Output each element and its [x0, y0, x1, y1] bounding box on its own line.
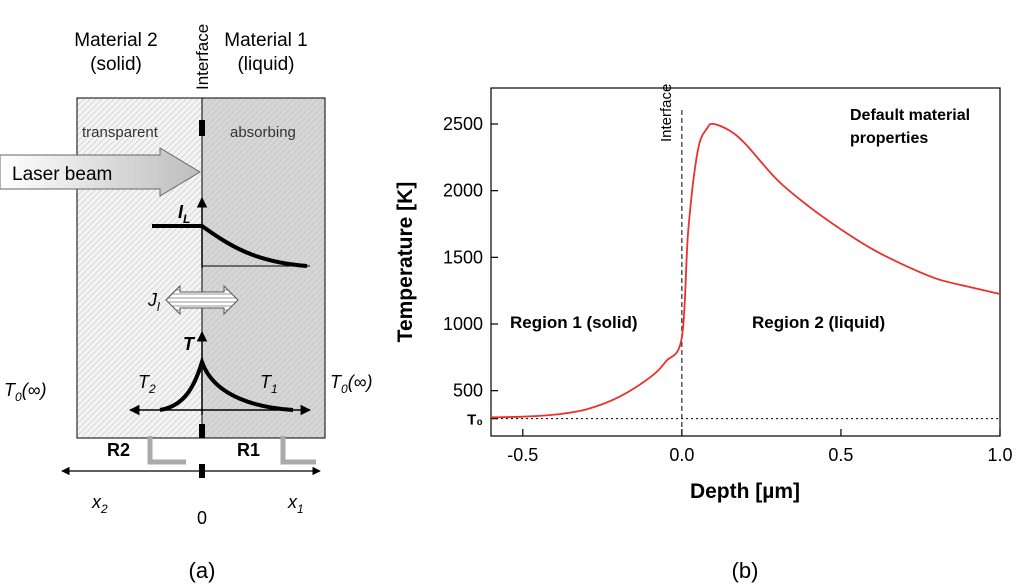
- flux-label: Jl: [147, 290, 160, 314]
- plot-frame: [490, 87, 1001, 437]
- symbol: x: [91, 492, 102, 512]
- symbol: x: [287, 492, 298, 512]
- interface-label: Interface: [193, 24, 212, 90]
- x-tick-label: 0.0: [669, 445, 694, 465]
- annotation: Region 2 (liquid): [752, 313, 885, 332]
- subscript: 0: [15, 390, 22, 404]
- y-tick-label: 2500: [443, 114, 483, 134]
- subscript: L: [183, 212, 190, 226]
- y-axis-label: Temperature [K]: [394, 182, 417, 343]
- x-tick-label: -0.5: [507, 445, 538, 465]
- axis-label: x2: [91, 492, 108, 516]
- y-tick-label: 2000: [443, 181, 483, 201]
- subscript: 2: [100, 502, 108, 516]
- symbol: T: [260, 372, 273, 392]
- annotation: Default material: [850, 107, 970, 124]
- symbol: I: [178, 202, 184, 222]
- suffix: (∞): [22, 380, 47, 400]
- subscript: 1: [271, 382, 278, 396]
- y-tick-label: 500: [453, 381, 483, 401]
- material-label: (liquid): [237, 54, 294, 75]
- material-label: Material 2: [74, 30, 157, 51]
- origin-mark: [199, 464, 205, 478]
- symbol: J: [147, 290, 158, 310]
- annotation: Interface: [658, 84, 675, 142]
- laser-label: Laser beam: [12, 164, 112, 185]
- laser-arrow: [0, 147, 201, 197]
- temperature-label: T1: [260, 372, 278, 396]
- axis-label: x1: [287, 492, 304, 516]
- diagram-panel: Material 2 (solid) Interface Material 1 …: [0, 24, 373, 528]
- material-label: (solid): [90, 54, 142, 75]
- subscript: 1: [297, 502, 304, 516]
- subscript: 2: [148, 382, 156, 396]
- y-tick-label: T₀: [467, 412, 483, 429]
- origin-label: 0: [197, 508, 207, 528]
- symbol: T: [4, 380, 17, 400]
- material-label: Material 1: [224, 30, 307, 51]
- temperature-label: T: [183, 334, 196, 354]
- temperature-label: T2: [138, 372, 156, 396]
- chart-panel: Temperature [K] Depth [µm] Interface Def…: [394, 84, 1013, 503]
- x-tick-label: 0.5: [828, 445, 853, 465]
- region-bracket: [147, 436, 186, 465]
- annotation: properties: [850, 130, 928, 147]
- caption: (a): [189, 558, 216, 583]
- suffix: (∞): [348, 372, 373, 392]
- region-tag: R1: [237, 440, 260, 460]
- region-bracket: [280, 436, 316, 465]
- symbol: T: [330, 372, 343, 392]
- y-tick-label: 1500: [443, 247, 483, 267]
- symbol: T: [138, 372, 151, 392]
- y-tick-label: 1000: [443, 314, 483, 334]
- interface-mark: [199, 424, 205, 438]
- ambient-label: T0(∞): [4, 380, 47, 404]
- intensity-label: IL: [178, 202, 190, 226]
- x-tick-label: 1.0: [987, 445, 1012, 465]
- temperature-curve: [159, 355, 294, 412]
- annotation: Region 1 (solid): [510, 313, 638, 332]
- temperature-line: [490, 122, 1001, 419]
- intensity-curve: [152, 224, 308, 268]
- region-tag: R2: [107, 440, 130, 460]
- caption: (b): [732, 558, 759, 583]
- interface-mark: [199, 120, 205, 136]
- region-label: transparent: [82, 124, 159, 141]
- region-label: absorbing: [230, 124, 296, 141]
- absorbing-region: [201, 97, 326, 439]
- ambient-label: T0(∞): [330, 372, 373, 396]
- subscript: l: [157, 300, 160, 314]
- x-axis-label: Depth [µm]: [690, 480, 800, 503]
- flux-arrow: [165, 284, 239, 316]
- subscript: 0: [341, 382, 348, 396]
